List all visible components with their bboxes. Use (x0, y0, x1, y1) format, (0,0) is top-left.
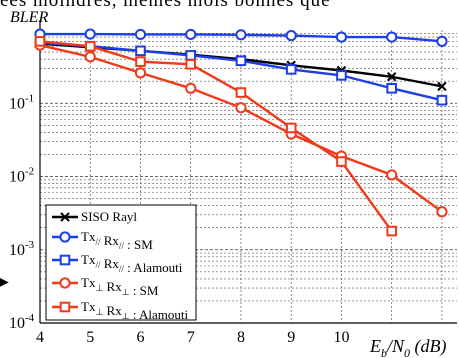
data-point (185, 59, 197, 70)
data-point (436, 206, 448, 218)
data-point (437, 81, 447, 92)
legend-marker (60, 212, 70, 222)
legend-entry: Tx⊥ Rx⊥ : SM (52, 275, 159, 298)
x-tick-label: 5 (86, 329, 94, 346)
series-3 (34, 39, 448, 218)
x-tick-label: 8 (237, 329, 245, 346)
data-point (134, 67, 147, 79)
data-point (235, 87, 247, 98)
x-axis-label-main: E (369, 336, 381, 356)
y-axis-label: BLER (10, 9, 48, 26)
legend-entry: Tx⊥ Rx⊥ : Alamouti (52, 299, 188, 322)
data-point (235, 55, 247, 67)
data-point (335, 31, 348, 43)
data-point (285, 122, 297, 134)
data-point (84, 51, 96, 63)
x-axis-label-mid: /N (386, 336, 405, 356)
legend-label: SISO Rayl (81, 209, 137, 224)
legend-marker (59, 277, 71, 289)
x-tick-label: 9 (287, 329, 295, 346)
data-point (436, 94, 448, 106)
series-layer (34, 28, 448, 237)
legend-entry: SISO Rayl (52, 209, 137, 224)
x-axis-label-sub2: 0 (404, 346, 410, 358)
data-point (386, 72, 397, 82)
data-point (135, 45, 146, 57)
x-axis-label-unit: (dB) (410, 336, 446, 357)
legend-entry: Tx// Rx// : Alamouti (52, 252, 183, 275)
data-point (386, 169, 398, 181)
x-tick-label: 6 (136, 329, 144, 346)
clipped-caption-text: ées moindres, mêmes mois bonnes que (0, 0, 459, 10)
legend-label: Tx// Rx// : SM (81, 229, 153, 252)
data-point (84, 40, 96, 52)
data-point (386, 31, 398, 43)
legend-entry: Tx// Rx// : SM (52, 229, 153, 252)
data-point (285, 29, 297, 42)
legend-label: Tx// Rx// : Alamouti (81, 252, 183, 275)
data-point (185, 28, 197, 41)
y-tick-label: 10-3 (9, 239, 35, 259)
data-point (185, 82, 197, 94)
data-point (34, 36, 46, 47)
data-point (235, 102, 247, 114)
x-tick-label: 10 (333, 329, 349, 346)
series-line (39, 40, 393, 232)
legend-box (45, 204, 197, 321)
data-point (134, 28, 147, 41)
data-point (285, 64, 297, 75)
grid (39, 30, 457, 324)
data-point (386, 225, 397, 237)
axes: 4 5 6 7 8 9 10 10-1 10-2 10-3 10-4 (9, 20, 457, 346)
data-point (185, 50, 197, 61)
y-tick-label: 10-2 (9, 166, 34, 186)
legend-marker (59, 231, 71, 243)
data-point (386, 82, 397, 94)
x-tick-label: 4 (36, 329, 44, 346)
x-tick-label: 7 (187, 329, 195, 346)
x-axis-label: Eb/N0 (dB) (369, 336, 447, 358)
legend-marker (59, 301, 71, 313)
x-axis-label-sub: b (381, 346, 387, 358)
series-1 (34, 28, 448, 47)
data-point (336, 70, 347, 81)
series-4 (34, 36, 397, 237)
data-point (336, 156, 347, 167)
data-point (235, 29, 247, 41)
legend-label: Tx⊥ Rx⊥ : SM (81, 275, 159, 298)
side-arrow-icon: ▶ (0, 274, 9, 290)
y-tick-label: 10-4 (9, 312, 35, 332)
data-point (135, 56, 146, 67)
y-tick-label: 10-1 (9, 92, 34, 112)
legend-marker (59, 254, 71, 266)
data-point (436, 35, 448, 47)
data-point (84, 28, 96, 40)
legend-label: Tx⊥ Rx⊥ : Alamouti (81, 299, 188, 322)
